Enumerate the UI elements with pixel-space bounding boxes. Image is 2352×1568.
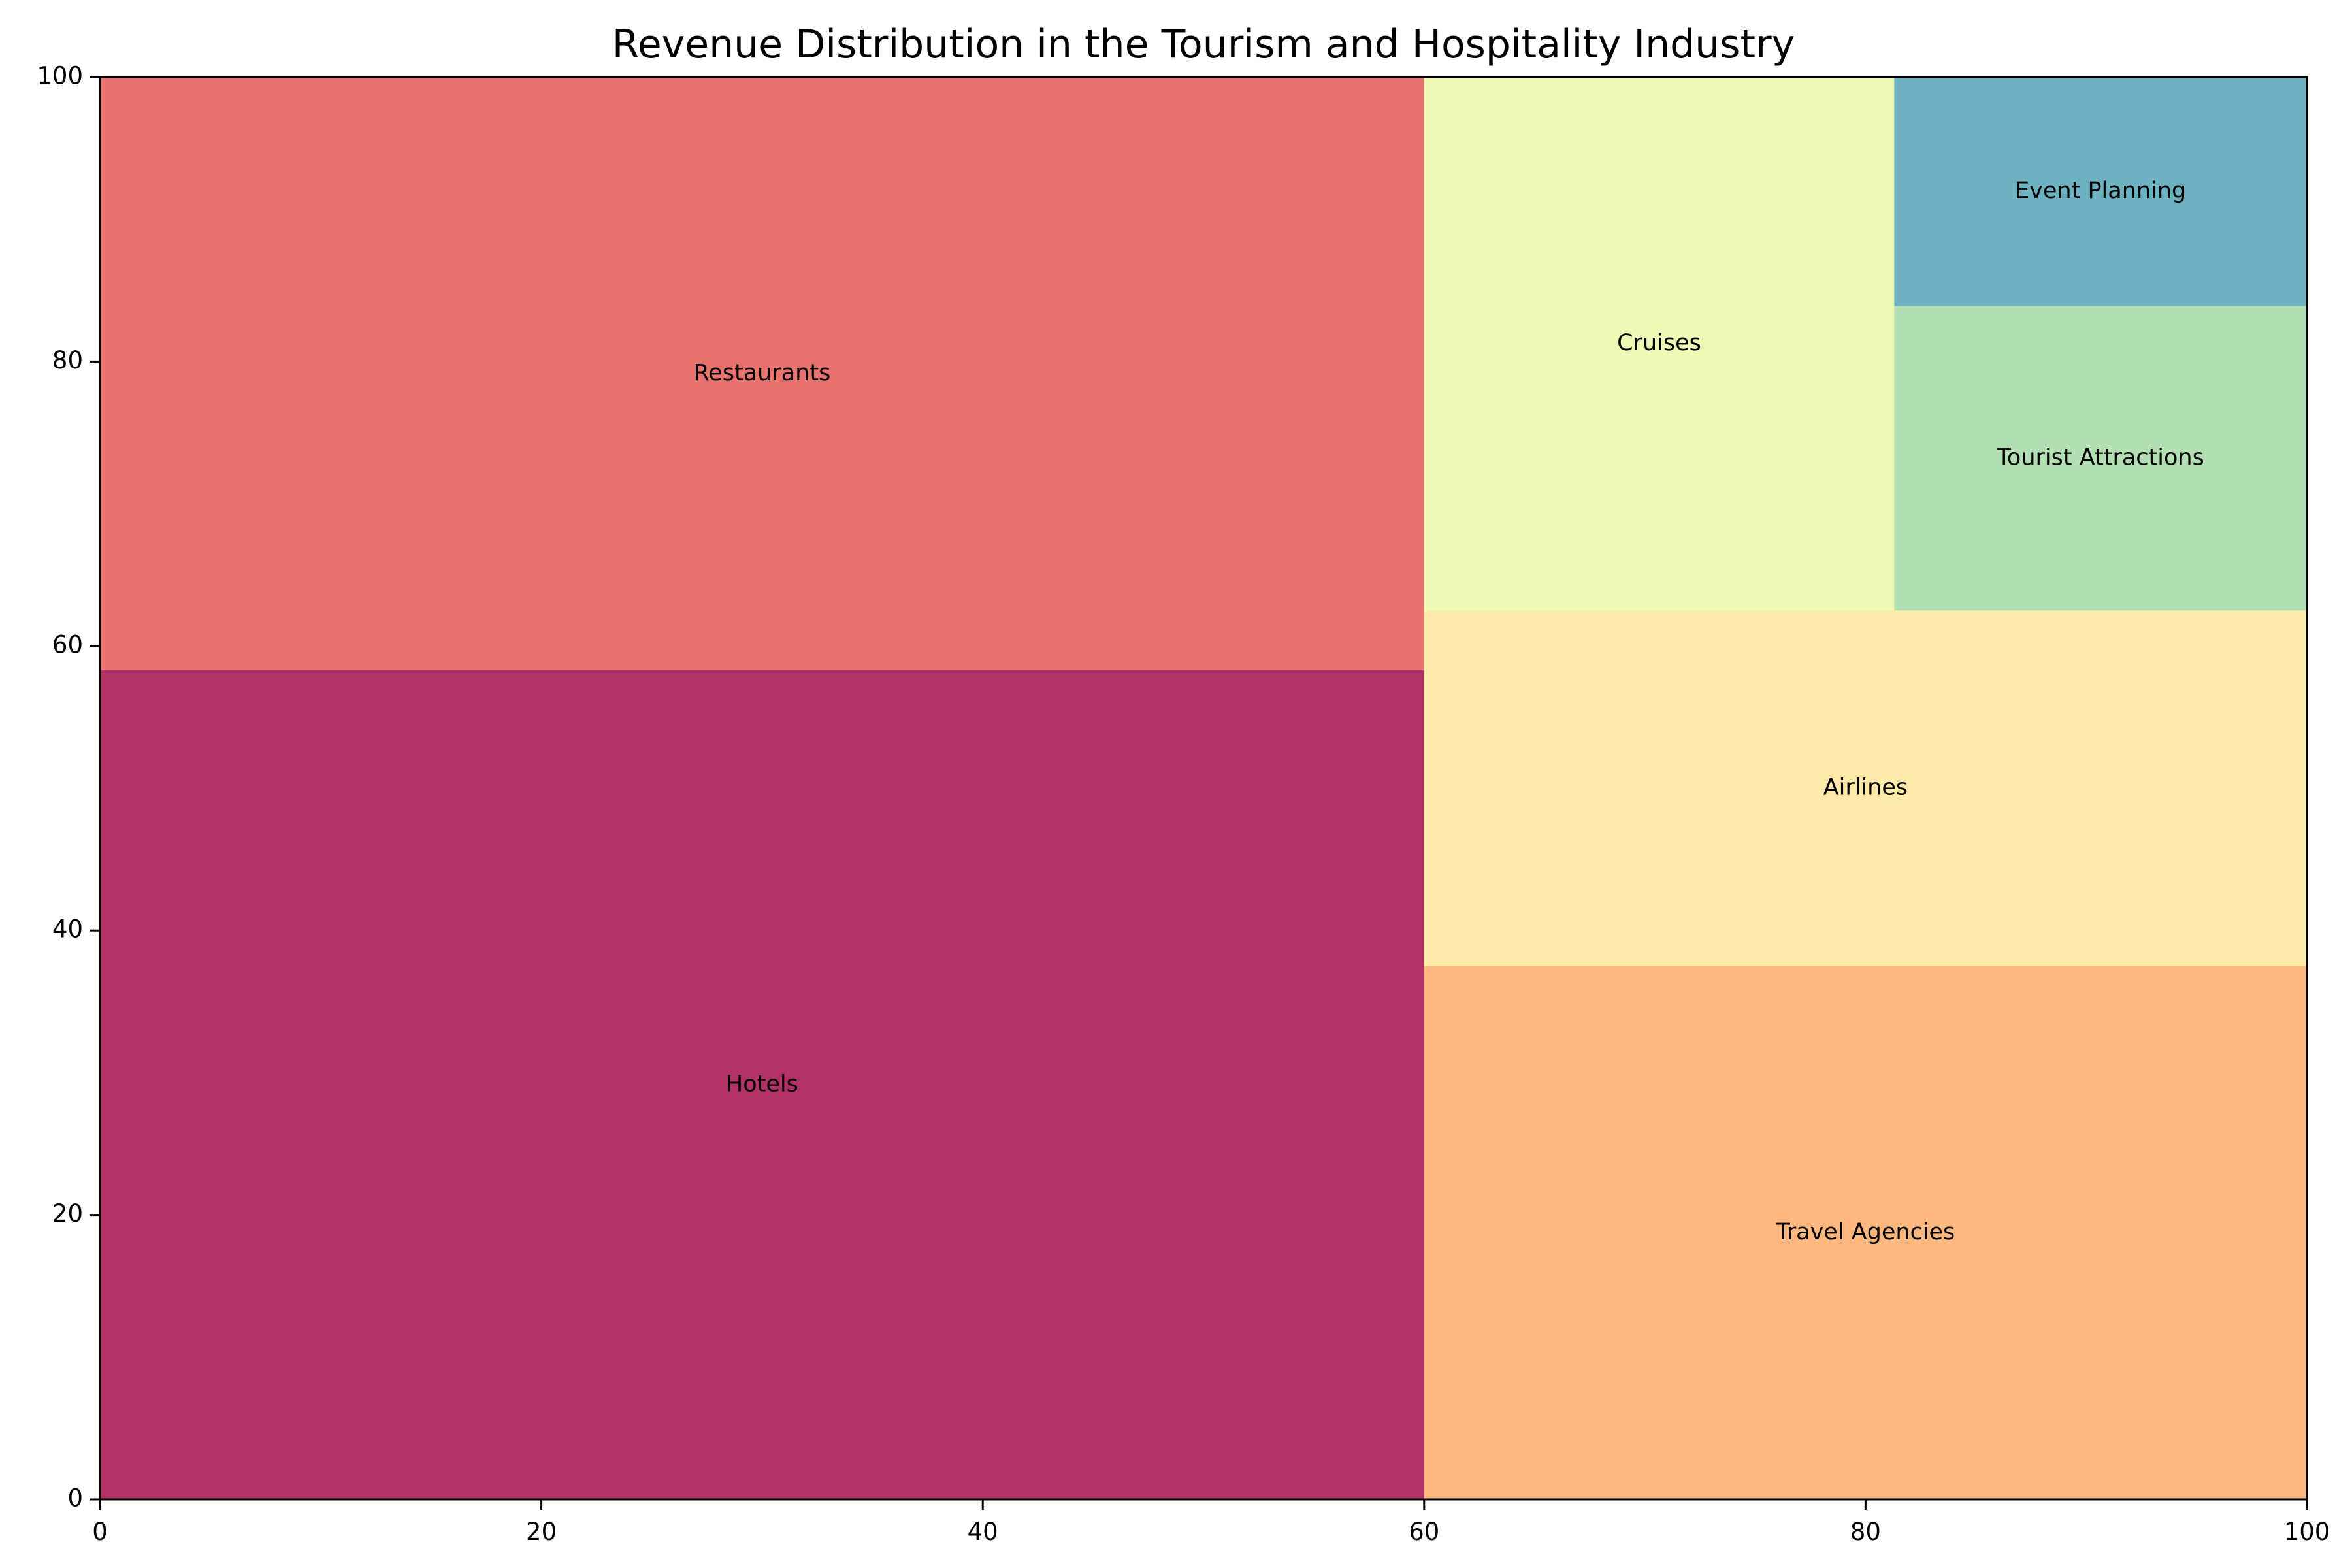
treemap-label-event-planning: Event Planning [2015,178,2186,204]
treemap-rect-tourist-attractions [1894,306,2307,611]
x-tick-label: 40 [968,1518,998,1546]
x-tick-label: 0 [92,1518,108,1546]
y-tick-label: 60 [52,630,83,659]
treemap-rect-hotels [100,670,1424,1499]
treemap-label-hotels: Hotels [726,1071,798,1097]
y-tick-label: 20 [52,1200,83,1228]
treemap-label-tourist-attractions: Tourist Attractions [1996,444,2204,470]
treemap-label-cruises: Cruises [1617,330,1701,356]
treemap-rect-event-planning [1894,77,2307,306]
x-tick-label: 20 [526,1518,557,1546]
y-tick-label: 100 [37,62,83,90]
y-tick-label: 0 [67,1484,83,1512]
treemap-labels: Hotels Restaurants Travel Agencies Airlines… [693,178,2204,1245]
y-axis-ticks: 0 20 40 60 80 100 [37,62,100,1512]
treemap-label-airlines: Airlines [1823,775,1908,801]
y-tick-label: 40 [52,915,83,943]
treemap-rects [100,77,2307,1499]
treemap-rect-travel-agencies [1424,966,2307,1499]
y-tick-label: 80 [52,346,83,374]
chart-title: Revenue Distribution in the Tourism and … [612,22,1795,67]
treemap-rect-cruises [1424,77,1895,611]
axes-frame [99,76,2308,1501]
x-tick-label: 60 [1409,1518,1439,1546]
treemap-label-restaurants: Restaurants [693,360,830,386]
x-tick-label: 100 [2284,1518,2330,1546]
treemap-label-travel-agencies: Travel Agencies [1776,1219,1955,1245]
x-tick-label: 80 [1850,1518,1881,1546]
treemap-rect-airlines [1424,610,2307,966]
x-axis-ticks: 0 20 40 60 80 100 [92,1499,2330,1546]
treemap-rect-restaurants [100,77,1424,670]
